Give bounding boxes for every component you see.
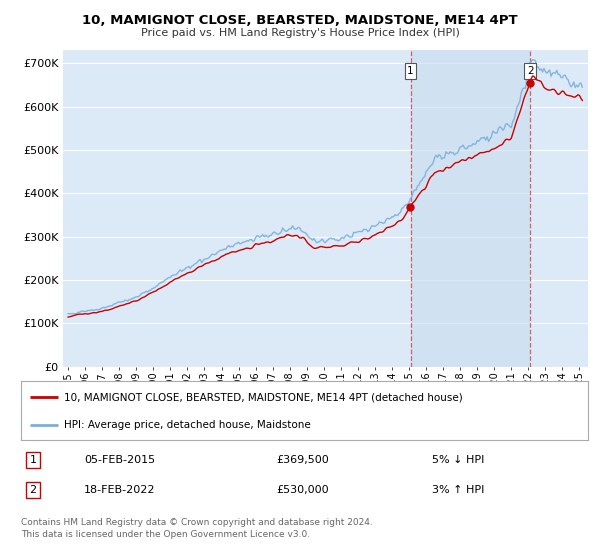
Bar bbox=[410, 50, 530, 367]
Text: 2: 2 bbox=[527, 66, 533, 76]
Text: 3% ↑ HPI: 3% ↑ HPI bbox=[432, 485, 484, 495]
Text: 10, MAMIGNOT CLOSE, BEARSTED, MAIDSTONE, ME14 4PT (detached house): 10, MAMIGNOT CLOSE, BEARSTED, MAIDSTONE,… bbox=[64, 392, 462, 402]
Text: 2: 2 bbox=[29, 485, 37, 495]
Text: Price paid vs. HM Land Registry's House Price Index (HPI): Price paid vs. HM Land Registry's House … bbox=[140, 28, 460, 38]
Text: 1: 1 bbox=[29, 455, 37, 465]
Text: HPI: Average price, detached house, Maidstone: HPI: Average price, detached house, Maid… bbox=[64, 420, 310, 430]
Text: 10, MAMIGNOT CLOSE, BEARSTED, MAIDSTONE, ME14 4PT: 10, MAMIGNOT CLOSE, BEARSTED, MAIDSTONE,… bbox=[82, 14, 518, 27]
Text: 1: 1 bbox=[407, 66, 414, 76]
Text: £369,500: £369,500 bbox=[276, 455, 329, 465]
Text: £530,000: £530,000 bbox=[276, 485, 329, 495]
Text: 05-FEB-2015: 05-FEB-2015 bbox=[84, 455, 155, 465]
Text: Contains HM Land Registry data © Crown copyright and database right 2024.
This d: Contains HM Land Registry data © Crown c… bbox=[21, 518, 373, 539]
Text: 5% ↓ HPI: 5% ↓ HPI bbox=[432, 455, 484, 465]
Text: 18-FEB-2022: 18-FEB-2022 bbox=[84, 485, 155, 495]
